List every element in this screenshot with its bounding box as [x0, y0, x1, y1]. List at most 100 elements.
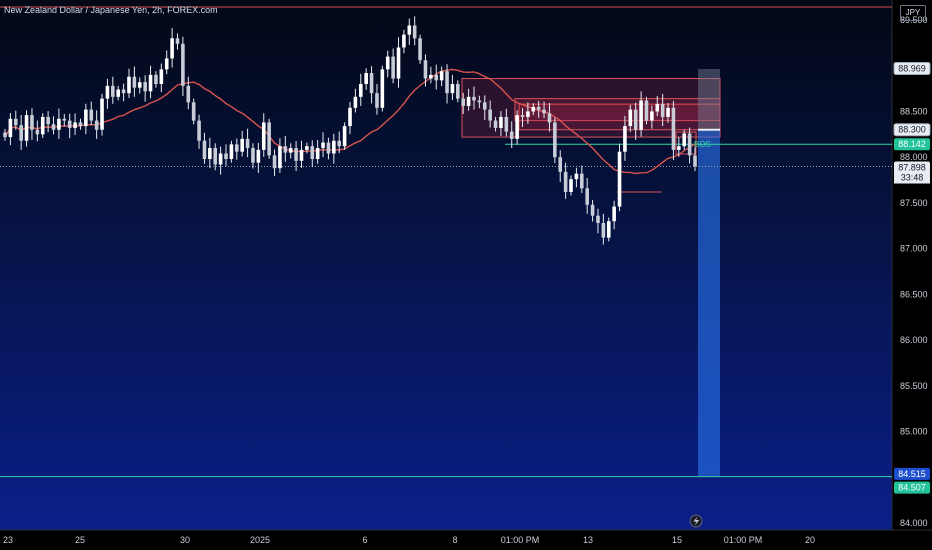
price-tick-2: 88.000 — [900, 152, 928, 162]
candle-110 — [596, 208, 600, 234]
candle-80 — [434, 64, 439, 90]
candle-6 — [35, 120, 40, 142]
currency-selector[interactable]: JPY — [900, 5, 926, 21]
level-lines: BOS — [0, 6, 892, 478]
candle-51 — [278, 138, 282, 173]
replay-icon[interactable] — [689, 514, 703, 528]
candle-104 — [563, 162, 568, 199]
candle-22 — [121, 83, 126, 102]
candle-99 — [536, 101, 541, 118]
candle-126 — [682, 129, 687, 150]
candle-118 — [639, 91, 643, 137]
target-area — [698, 129, 720, 476]
candle-112 — [606, 217, 611, 242]
candle-41 — [224, 144, 228, 166]
candle-67 — [364, 68, 368, 90]
candle-23 — [127, 68, 131, 98]
moving-average — [4, 68, 696, 175]
candle-28 — [154, 71, 158, 88]
candle-27 — [148, 65, 153, 99]
candle-31 — [170, 28, 174, 68]
candle-125 — [677, 137, 681, 157]
candle-71 — [385, 50, 390, 78]
candle-39 — [213, 143, 218, 171]
candle-94 — [509, 121, 514, 149]
price-badge-high_level: 88.969 — [893, 62, 931, 76]
candle-19 — [105, 78, 110, 109]
candle-85 — [461, 92, 466, 115]
candle-116 — [628, 104, 633, 132]
countdown-label: 33:48 — [901, 173, 924, 183]
candle-10 — [57, 108, 61, 139]
ma-line — [4, 68, 696, 175]
candle-69 — [375, 84, 379, 115]
candle-17 — [94, 110, 99, 139]
price-tick-8: 85.000 — [900, 427, 928, 437]
price-badge-bos_level: 88.142 — [894, 138, 930, 151]
time-axis-background — [0, 530, 932, 550]
time-tick-0: 23 — [3, 535, 13, 545]
candle-33 — [181, 36, 185, 97]
candle-93 — [504, 108, 509, 137]
candle-121 — [655, 96, 660, 117]
time-tick-7: 13 — [583, 535, 593, 545]
candle-1 — [8, 112, 13, 146]
candle-105 — [569, 175, 573, 196]
candle-102 — [553, 117, 557, 164]
candle-109 — [590, 199, 595, 222]
candle-34 — [186, 76, 191, 110]
candle-123 — [666, 103, 670, 123]
candle-107 — [579, 165, 584, 194]
candle-38 — [208, 137, 212, 169]
candle-108 — [585, 178, 589, 214]
candle-40 — [218, 146, 223, 175]
candle-36 — [197, 114, 201, 149]
candle-7 — [40, 113, 45, 138]
price-badge-last_price: 87.898 — [894, 161, 930, 174]
candle-24 — [132, 66, 137, 97]
candle-43 — [234, 138, 239, 160]
candle-35 — [191, 98, 196, 125]
candle-30 — [164, 50, 169, 75]
candle-29 — [159, 63, 164, 93]
candle-78 — [423, 54, 428, 87]
candle-65 — [353, 88, 358, 113]
candle-101 — [547, 103, 552, 132]
price-tick-4: 87.000 — [900, 244, 928, 254]
time-tick-9: 01:00 PM — [724, 535, 763, 545]
svg-text:88.300: 88.300 — [898, 125, 926, 135]
candle-47 — [256, 142, 261, 173]
time-tick-3: 2025 — [250, 535, 270, 545]
time-tick-4: 6 — [362, 535, 367, 545]
candle-52 — [283, 135, 288, 162]
candle-83 — [450, 74, 455, 101]
svg-text:87.898: 87.898 — [898, 163, 926, 173]
candles — [3, 16, 697, 245]
candle-56 — [305, 142, 309, 154]
candle-49 — [267, 118, 271, 160]
price-tick-9: 84.000 — [900, 518, 928, 528]
candle-117 — [633, 102, 638, 140]
candle-44 — [240, 130, 244, 157]
candle-50 — [272, 149, 277, 177]
candle-91 — [493, 116, 498, 132]
price-tick-3: 87.500 — [900, 198, 928, 208]
candle-55 — [299, 140, 304, 168]
countdown-bg — [894, 172, 930, 184]
candle-58 — [315, 139, 320, 164]
candle-113 — [612, 200, 616, 230]
time-tick-10: 20 — [805, 535, 815, 545]
candle-42 — [229, 140, 234, 163]
time-tick-1: 25 — [75, 535, 85, 545]
price-tick-6: 86.000 — [900, 335, 928, 345]
candle-8 — [46, 111, 50, 133]
candle-100 — [542, 101, 546, 119]
candle-4 — [24, 110, 29, 147]
candle-13 — [73, 113, 77, 135]
candle-81 — [439, 66, 444, 87]
price-badge-upper_zone: 88.300 — [893, 123, 931, 137]
candle-77 — [418, 34, 422, 64]
candle-64 — [348, 101, 352, 135]
